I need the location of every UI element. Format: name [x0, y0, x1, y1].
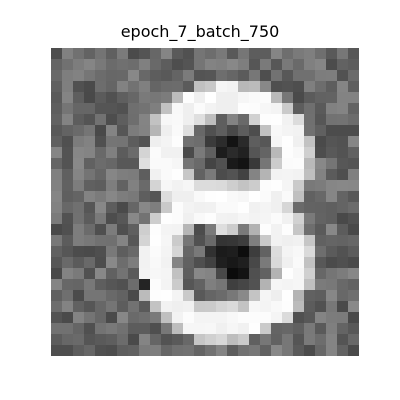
figure-title: epoch_7_batch_750	[120, 22, 280, 41]
generated-image-frame	[51, 48, 359, 356]
generated-digit-image	[51, 48, 359, 356]
